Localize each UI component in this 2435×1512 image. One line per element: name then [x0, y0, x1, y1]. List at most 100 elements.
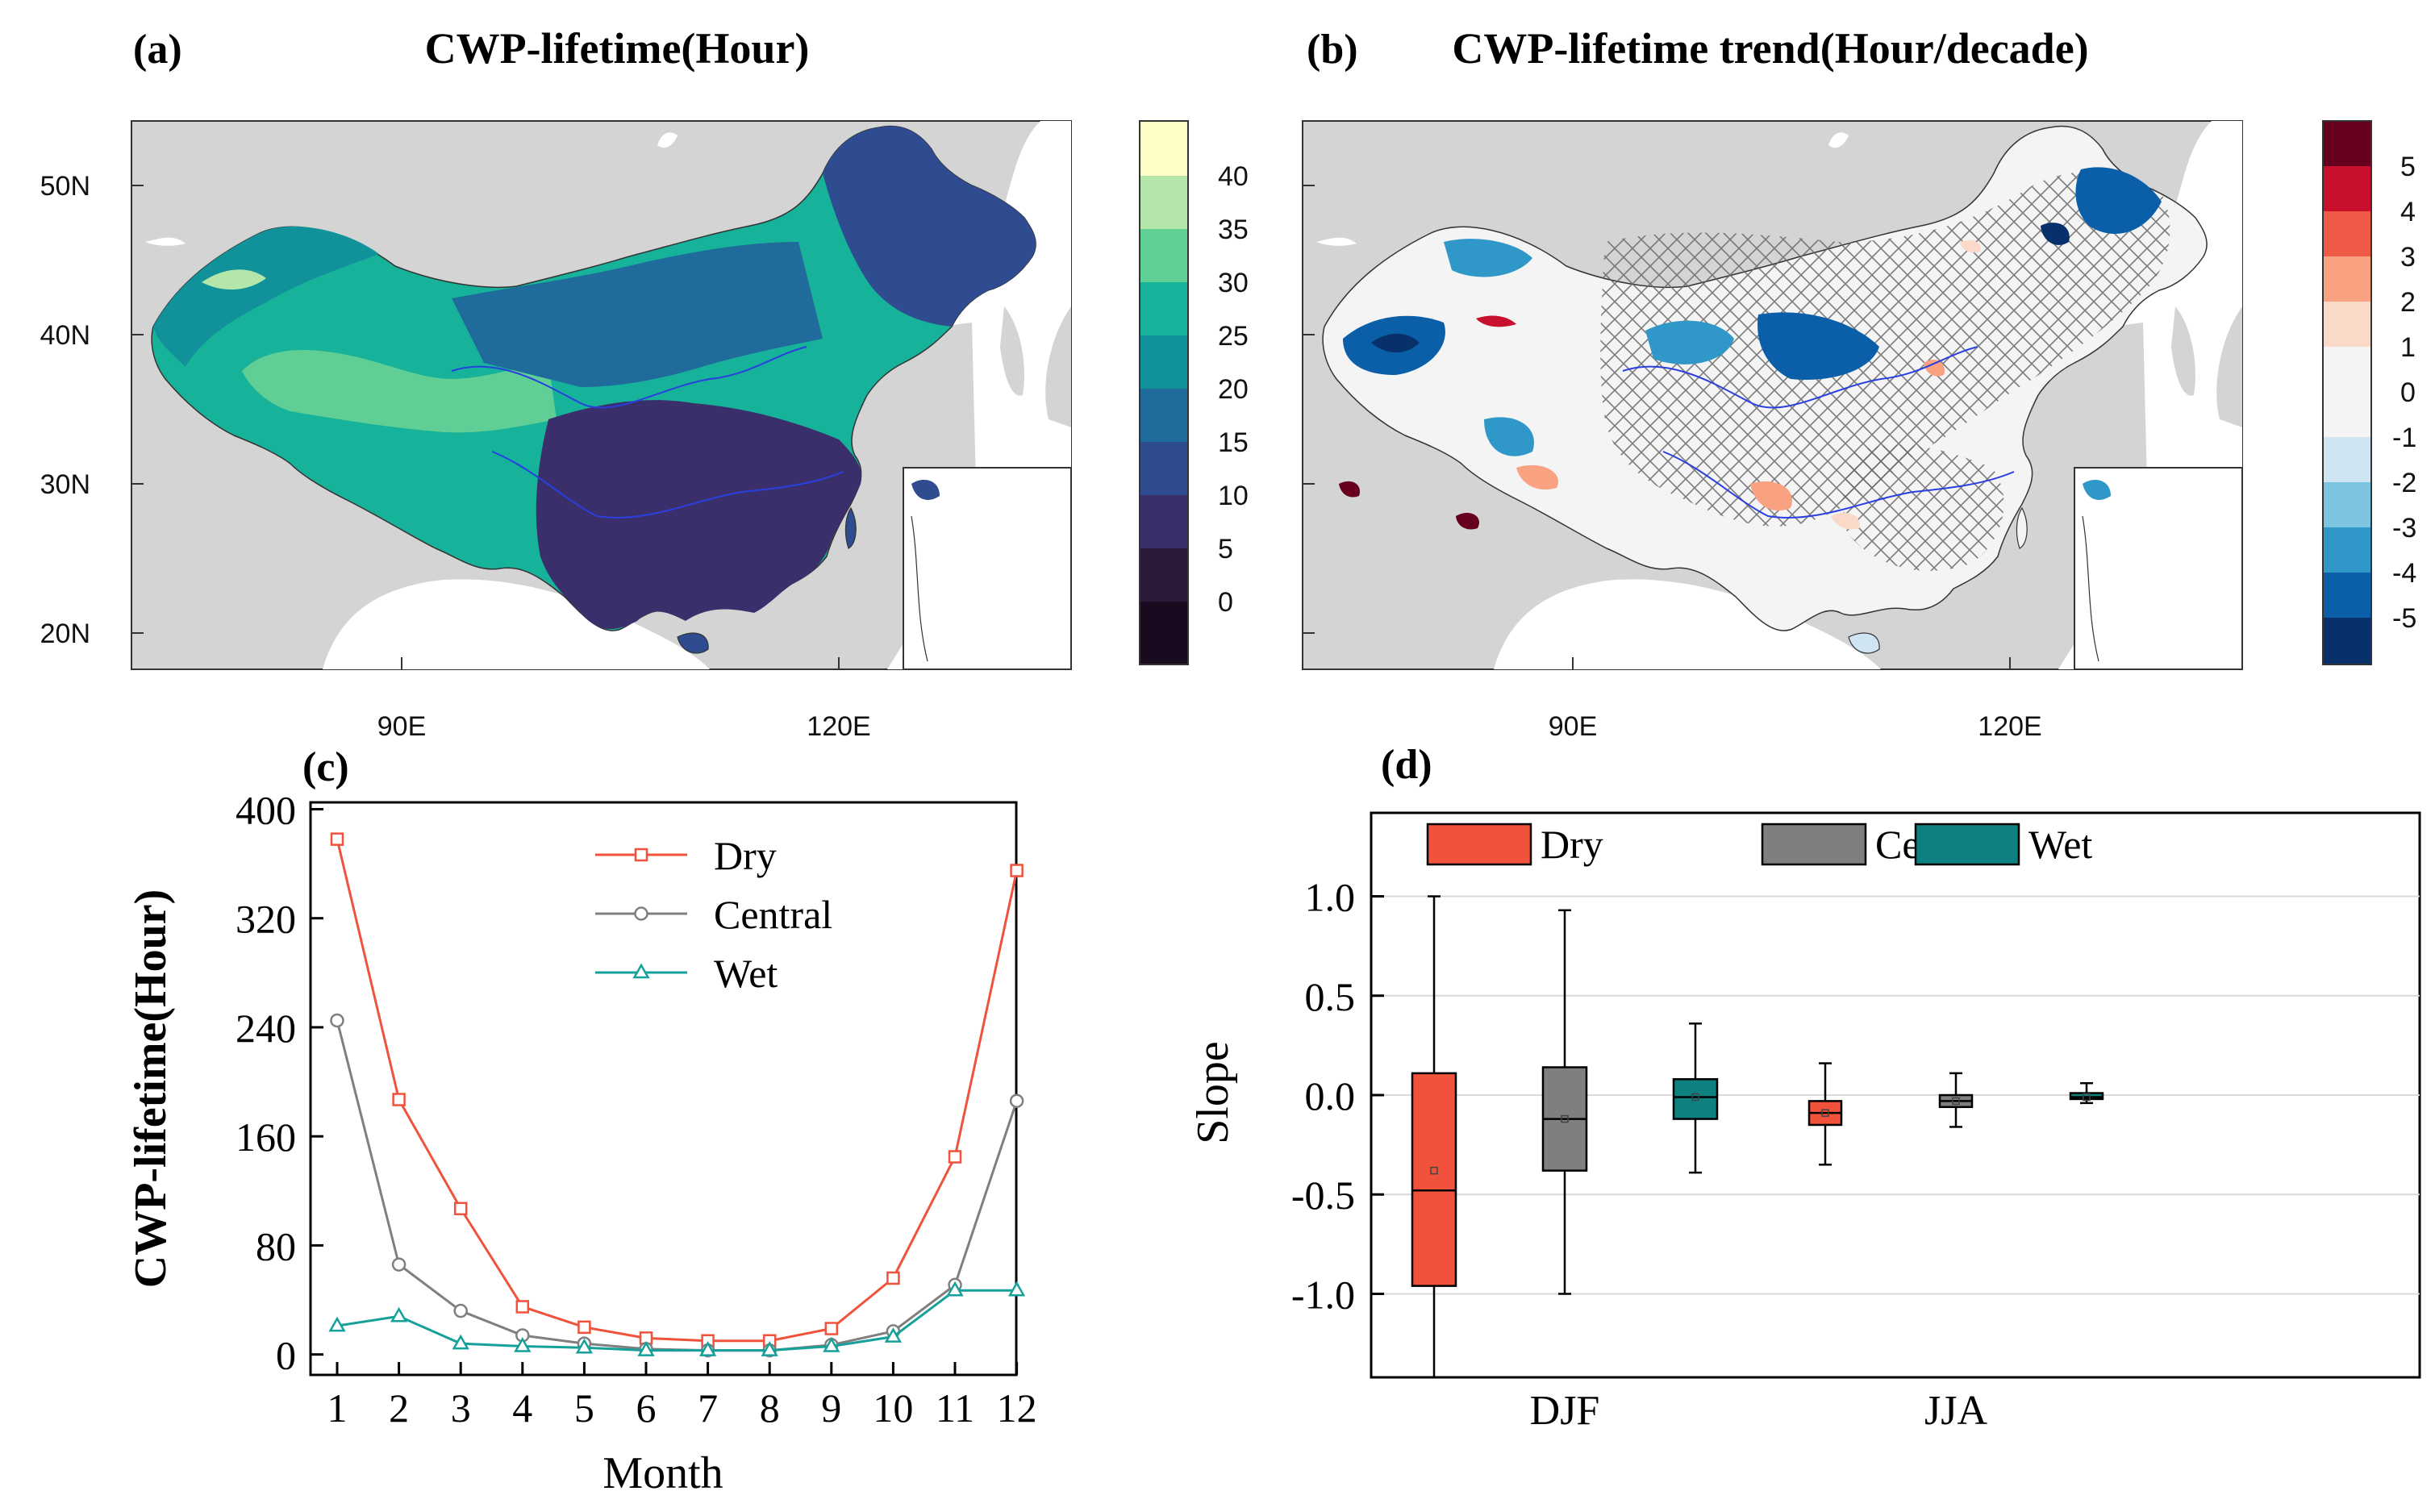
trend-neg-northeast — [2075, 167, 2162, 234]
x-tick-label-c: 10 — [873, 1385, 913, 1431]
legend-item-wet-marker — [632, 963, 650, 979]
data-point-wet — [1007, 1281, 1026, 1297]
x-tick-label-d: DJF — [1530, 1388, 1600, 1434]
data-point-central — [1009, 1093, 1024, 1108]
colorbar-b-label: 3 — [2400, 242, 2416, 273]
data-point-dry — [330, 832, 344, 846]
lon-ticks-a: 90E 120E — [377, 657, 871, 742]
x-tick-label-c: 9 — [821, 1385, 841, 1431]
region-5-10-northeast — [823, 126, 1036, 327]
y-tick-label-c: 320 — [236, 897, 296, 942]
y-tick-label-d: -0.5 — [1291, 1173, 1355, 1218]
colorbar-a-label: 25 — [1218, 321, 1249, 352]
colorbar-a-label: 10 — [1218, 481, 1249, 511]
south-asia-land — [323, 579, 710, 669]
grid-d — [1371, 895, 2420, 1295]
x-axis-title-c: Month — [602, 1448, 723, 1498]
japan-land — [1045, 306, 1071, 427]
colorbar-a-label: 30 — [1218, 268, 1249, 298]
hatch-significance — [1600, 171, 2170, 527]
inset-hainan-b — [2083, 480, 2111, 500]
legend-item-wet-label: Wet — [714, 951, 778, 996]
x-axis-c: 1 2 3 4 5 6 7 8 9 10 11 12 — [327, 1362, 1037, 1431]
x-tick-label-c: 7 — [698, 1385, 718, 1431]
y-tick-label-c: 240 — [236, 1006, 296, 1051]
panel-b-title: CWP-lifetime trend(Hour/decade) — [1452, 24, 2088, 73]
region-0-5-south — [536, 400, 862, 629]
trend-neg-northwest — [1444, 239, 1532, 277]
data-point-wet — [514, 1336, 532, 1352]
taiwan-island — [844, 506, 857, 549]
panel-a-map: 50N 40N 30N 20N 90E 120E — [40, 120, 1072, 742]
legend-item-central-swatch — [1761, 823, 1867, 866]
trend-pos-west — [1476, 315, 1516, 327]
y-axis-title-d: Slope — [1188, 1041, 1238, 1144]
colorbar-a-label: 5 — [1218, 534, 1233, 564]
y-tick-label-d: 0.5 — [1305, 974, 1356, 1019]
trend-pos-north-china — [1924, 359, 1945, 377]
trend-pos-sichuan — [1750, 481, 1792, 511]
lat-tick-a: 40N — [40, 320, 90, 351]
inset-south-china-sea-a — [903, 467, 1072, 670]
colorbar-b-label: -3 — [2392, 513, 2416, 544]
y-axis-c: 0 80 160 240 320 400 — [236, 787, 323, 1378]
colorbar-b-label: 2 — [2400, 287, 2416, 318]
y-tick-label-d: 1.0 — [1305, 875, 1356, 920]
south-asia-land — [1494, 579, 1881, 669]
data-point-wet — [390, 1306, 408, 1322]
x-tick-label-c: 6 — [636, 1385, 657, 1431]
data-point-central — [453, 1303, 468, 1318]
lon-tick-b: 90E — [1549, 711, 1598, 742]
x-tick-label-d: JJA — [1924, 1388, 1987, 1434]
lake-baikal — [657, 132, 678, 148]
data-point-wet — [452, 1334, 469, 1350]
legend-item-wet-swatch — [1914, 823, 2020, 866]
series-line-dry — [336, 839, 1019, 1343]
data-point-wet — [884, 1327, 903, 1343]
y-tick-label-c: 160 — [236, 1114, 296, 1160]
legend-item-dry-marker — [634, 848, 648, 862]
data-point-dry — [948, 1150, 962, 1164]
colorbar-b-label: -5 — [2392, 603, 2416, 634]
inset-coastline-a — [911, 515, 928, 662]
colorbar-a-label: 35 — [1218, 215, 1249, 245]
x-tick-label-c: 4 — [512, 1385, 532, 1431]
data-point-wet — [637, 1341, 655, 1356]
box-dry-djf-box — [1411, 1072, 1457, 1287]
legend-item-central-marker — [634, 906, 648, 921]
x-axis-d: DJF JJA — [1530, 1388, 1988, 1434]
data-point-dry — [577, 1320, 591, 1335]
x-tick-label-c: 3 — [451, 1385, 471, 1431]
x-tick-label-c: 1 — [327, 1385, 348, 1431]
box-central-jja-mean — [1952, 1097, 1960, 1106]
x-tick-label-c: 11 — [936, 1385, 974, 1431]
region-20-25 — [153, 226, 379, 367]
trend-pos-south — [1831, 512, 1860, 530]
taiwan-island — [2016, 506, 2028, 549]
x-tick-label-c: 8 — [760, 1385, 780, 1431]
trend-pos-border-1 — [1339, 481, 1360, 498]
lon-tick-a: 120E — [807, 711, 870, 742]
japan-land — [2216, 306, 2242, 427]
yangtze-river — [1662, 451, 2015, 519]
data-point-central — [391, 1257, 407, 1272]
panel-b-map: 90E 120E — [1302, 120, 2243, 742]
data-point-dry — [824, 1322, 839, 1335]
box-dry-jja-mean — [1821, 1109, 1829, 1117]
colorbar-b-label: -2 — [2392, 468, 2416, 498]
legend-item-dry-swatch — [1426, 823, 1532, 866]
region-35-40 — [202, 269, 266, 290]
y-axis-d: 1.0 0.5 0.0 -0.5 -1.0 — [1291, 875, 1384, 1317]
box-wet-djf-mean — [1691, 1093, 1699, 1102]
data-point-wet — [761, 1341, 778, 1356]
colorbar-b-label: 4 — [2400, 197, 2416, 227]
panel-a-label: (a) — [133, 27, 182, 73]
legend-item-central-label: Central — [714, 892, 832, 937]
hatch-significance-south — [1842, 444, 2004, 571]
data-point-wet — [823, 1336, 840, 1352]
korea-land — [1000, 306, 1024, 396]
legend-item-dry-label: Dry — [714, 833, 777, 878]
colorbar-b-label: 0 — [2400, 377, 2416, 408]
korea-land — [2171, 306, 2195, 396]
